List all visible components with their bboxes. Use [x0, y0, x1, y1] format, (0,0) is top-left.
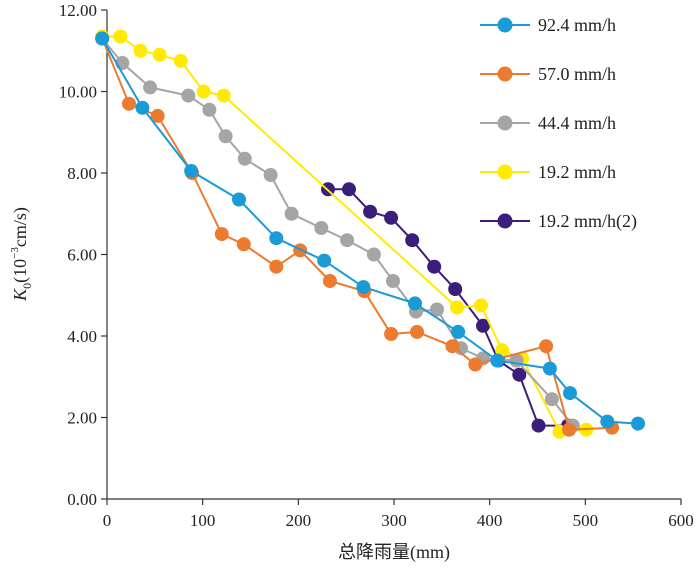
data-point [317, 253, 332, 268]
legend-label: 92.4 mm/h [538, 15, 616, 35]
data-point [133, 43, 148, 58]
data-point [450, 300, 465, 315]
y-tick-label: 6.00 [67, 246, 97, 265]
data-point [544, 392, 559, 407]
data-point [173, 53, 188, 68]
x-tick-label: 600 [668, 511, 694, 530]
data-point [363, 204, 378, 219]
y-tick-label: 12.00 [59, 1, 97, 20]
data-point [202, 102, 217, 117]
legend-label: 19.2 mm/h [538, 162, 616, 182]
data-point [196, 84, 211, 99]
data-point [408, 296, 422, 311]
data-point [263, 168, 278, 182]
data-point [542, 361, 557, 376]
legend-item: 44.4 mm/h [480, 113, 616, 133]
legend-item: 19.2 mm/h(2) [480, 211, 637, 232]
data-point [539, 339, 554, 354]
axis-titles: 总降雨量(mm) K0(10−3cm/s) [9, 207, 450, 563]
data-point [445, 339, 460, 354]
x-tick-label: 200 [286, 511, 312, 530]
series-2 [95, 31, 580, 433]
data-point [600, 414, 615, 429]
data-point [95, 31, 110, 46]
data-point [386, 274, 400, 288]
legend-marker [497, 164, 513, 180]
data-point [322, 274, 337, 288]
legend-label: 19.2 mm/h(2) [538, 211, 637, 232]
series-4 [321, 182, 576, 433]
series-layer [95, 29, 645, 439]
data-point [563, 386, 577, 401]
series-0 [95, 31, 645, 431]
series-line [101, 38, 613, 431]
x-tick-label: 300 [381, 511, 407, 530]
data-point [476, 318, 490, 333]
legend-item: 92.4 mm/h [480, 15, 616, 35]
data-point [150, 108, 165, 123]
y-tick-label: 8.00 [67, 164, 97, 183]
data-point [122, 96, 136, 111]
data-point [113, 29, 128, 44]
legend: 92.4 mm/h 57.0 mm/h 44.4 mm/h 19.2 mm/h 19.2… [480, 15, 637, 232]
data-point [631, 416, 645, 431]
legend-marker [497, 213, 513, 229]
data-point [216, 88, 231, 103]
data-point [490, 353, 505, 368]
data-point [512, 367, 527, 382]
axes: 0.00 2.00 4.00 6.00 8.00 10.00 12.00 0 100 200 300… [59, 1, 694, 530]
legend-label: 44.4 mm/h [538, 113, 616, 133]
x-tick-label: 100 [190, 511, 216, 530]
y-axis-title: K0(10−3cm/s) [9, 207, 34, 302]
data-point [384, 210, 399, 225]
data-point [448, 282, 463, 297]
y-tick-label: 0.00 [67, 490, 97, 509]
data-point [342, 182, 356, 197]
legend-item: 19.2 mm/h [480, 162, 616, 182]
data-point [405, 233, 420, 248]
data-point [237, 151, 252, 166]
data-point [531, 418, 546, 433]
data-point [314, 221, 329, 235]
data-point [384, 327, 399, 341]
data-point [184, 164, 199, 178]
data-point [468, 357, 483, 372]
data-point [269, 231, 284, 246]
legend-marker [497, 115, 513, 131]
legend-marker [497, 17, 513, 33]
y-tick-label: 10.00 [59, 83, 97, 102]
data-point [410, 324, 424, 339]
data-point [356, 280, 371, 295]
legend-item: 57.0 mm/h [480, 64, 616, 84]
data-point [474, 298, 489, 313]
x-tick-label: 0 [103, 511, 112, 530]
data-point [236, 237, 251, 252]
y-tick-label: 4.00 [67, 327, 97, 346]
series-line [101, 37, 574, 427]
data-point [366, 247, 381, 262]
data-point [427, 259, 442, 274]
data-point [269, 259, 284, 274]
y-tick-label: 2.00 [67, 409, 97, 428]
data-point [143, 80, 158, 95]
data-point [214, 227, 229, 242]
data-point [284, 206, 299, 221]
legend-marker [497, 66, 513, 82]
data-point [232, 192, 246, 207]
data-point [340, 233, 355, 248]
data-point [135, 100, 150, 115]
x-tick-label: 500 [573, 511, 599, 530]
data-point [451, 324, 466, 339]
x-tick-label: 400 [477, 511, 503, 530]
data-point [152, 47, 167, 62]
x-axis-title: 总降雨量(mm) [338, 542, 450, 563]
data-point [181, 88, 196, 103]
data-point [430, 302, 444, 317]
data-point [562, 422, 577, 437]
legend-label: 57.0 mm/h [538, 64, 616, 84]
series-line [328, 188, 569, 427]
data-point [218, 129, 233, 144]
